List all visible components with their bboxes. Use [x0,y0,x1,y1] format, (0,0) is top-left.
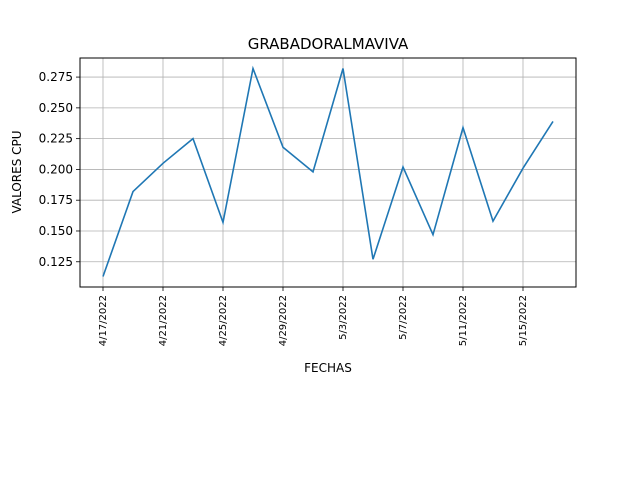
y-tick-label: 0.125 [39,255,73,269]
y-tick-label: 0.175 [39,193,73,207]
x-tick-label: 5/11/2022 [458,295,469,346]
y-tick-label: 0.150 [39,224,73,238]
series-line [102,65,554,277]
y-tick-label: 0.200 [39,162,73,176]
plot-area-frame [79,57,577,288]
x-tick-label: 4/25/2022 [218,295,229,346]
x-axis-label: FECHAS [304,361,352,375]
chart-title: GRABADORALMAVIVA [248,35,409,53]
x-tick-label: 4/17/2022 [98,295,109,346]
x-tick-label: 4/29/2022 [278,295,289,346]
x-tick-label: 4/21/2022 [158,295,169,346]
x-tick-label: 5/7/2022 [398,295,409,340]
y-axis-label: VALORES CPU [10,130,24,213]
y-axis-ticks: 0.125 0.150 0.175 0.200 0.225 0.250 0.275 [39,70,80,269]
y-tick-label: 0.250 [39,101,73,115]
x-axis-ticks: 4/17/2022 4/21/2022 4/25/2022 4/29/2022 5/3/… [98,287,529,346]
x-tick-label: 5/3/2022 [338,295,349,340]
grid-lines [80,58,576,287]
x-tick-label: 5/15/2022 [518,295,529,346]
y-tick-label: 0.275 [39,70,73,84]
y-tick-label: 0.225 [39,132,73,146]
